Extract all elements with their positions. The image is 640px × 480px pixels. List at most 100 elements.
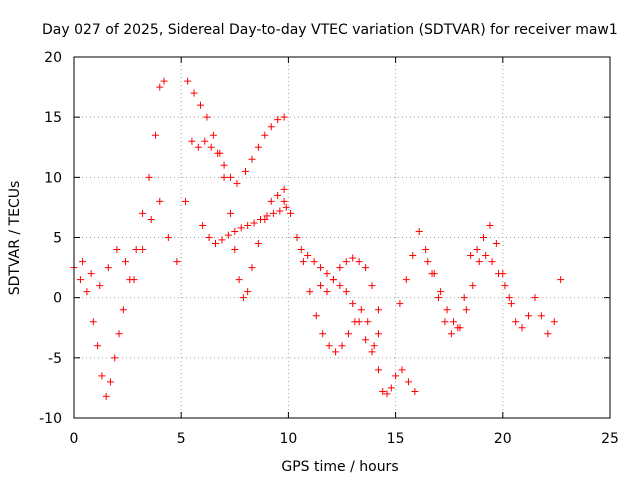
data-point	[94, 342, 102, 350]
data-point	[173, 258, 181, 266]
data-point	[254, 143, 262, 151]
data-point	[312, 312, 320, 320]
data-point	[409, 252, 417, 260]
data-point	[207, 143, 215, 151]
data-point	[139, 246, 147, 254]
data-point	[220, 173, 228, 181]
data-point	[415, 227, 423, 235]
data-point	[304, 252, 312, 260]
data-point	[269, 209, 277, 217]
data-point	[422, 246, 430, 254]
data-point	[398, 366, 406, 374]
data-point	[531, 294, 539, 302]
chart-title: Day 027 of 2025, Sidereal Day-to-day VTE…	[42, 22, 618, 38]
y-tick-label: 5	[53, 231, 62, 247]
y-tick-label: -5	[48, 351, 62, 367]
data-point	[160, 77, 168, 85]
data-point	[323, 288, 331, 296]
data-point	[145, 173, 153, 181]
data-point	[344, 330, 352, 338]
data-point	[430, 270, 438, 278]
data-point	[437, 288, 445, 296]
series-trace-j	[424, 252, 515, 332]
data-point	[242, 167, 250, 175]
data-point	[263, 212, 271, 220]
data-marks	[70, 77, 565, 400]
data-point	[338, 342, 346, 350]
series-trace-g	[297, 246, 382, 356]
data-point	[164, 234, 172, 241]
x-axis-label: GPS time / hours	[281, 459, 398, 475]
data-point	[460, 294, 468, 302]
data-point	[317, 264, 325, 272]
data-point	[456, 324, 464, 332]
data-point	[119, 306, 127, 314]
data-point	[325, 342, 333, 350]
x-tick-label: 25	[601, 431, 619, 447]
data-point	[374, 306, 382, 314]
data-point	[310, 258, 318, 266]
y-tick-label: -10	[39, 411, 62, 427]
y-axis-label: SDTVAR / TECUs	[7, 181, 23, 296]
data-point	[355, 318, 363, 326]
data-point	[469, 282, 477, 290]
data-point	[342, 288, 350, 296]
data-point	[370, 342, 378, 350]
data-point	[201, 137, 209, 145]
data-point	[220, 161, 228, 169]
data-point	[212, 240, 220, 248]
data-point	[374, 366, 382, 374]
data-point	[181, 197, 189, 205]
data-point	[355, 258, 363, 266]
data-point	[184, 77, 192, 85]
data-point	[233, 179, 241, 187]
data-point	[147, 215, 155, 223]
series-trace-f	[280, 185, 419, 398]
data-point	[218, 236, 226, 244]
data-point	[299, 258, 307, 266]
data-point	[79, 258, 87, 266]
series-trace-i	[396, 221, 565, 338]
data-point	[323, 270, 331, 278]
series-trace-c	[184, 77, 288, 302]
x-tick-label: 0	[70, 431, 79, 447]
axis-ticks: 0 5 10 15 20 25 -10 -5 0 5 10 15 20	[39, 50, 619, 447]
data-point	[317, 282, 325, 290]
data-point	[227, 209, 235, 217]
data-point	[505, 294, 513, 302]
data-point	[121, 258, 129, 266]
data-point	[287, 209, 295, 217]
data-point	[488, 258, 496, 266]
data-point	[98, 372, 106, 380]
data-point	[209, 131, 217, 139]
data-point	[280, 185, 288, 193]
data-point	[231, 227, 239, 235]
data-point	[537, 312, 545, 320]
series-trace-e	[199, 203, 290, 248]
x-tick-label: 20	[494, 431, 512, 447]
data-point	[404, 378, 412, 386]
data-point	[336, 264, 344, 272]
data-point	[203, 113, 211, 121]
data-point	[374, 330, 382, 338]
data-point	[267, 123, 275, 131]
data-point	[349, 300, 357, 308]
data-point	[224, 231, 232, 239]
data-point	[507, 300, 515, 308]
data-point	[280, 113, 288, 121]
y-tick-label: 0	[53, 291, 62, 307]
data-point	[447, 330, 455, 338]
data-point	[293, 234, 301, 241]
data-point	[332, 348, 340, 356]
data-point	[231, 246, 239, 254]
data-point	[495, 270, 503, 278]
data-point	[512, 318, 520, 326]
data-point	[518, 324, 526, 332]
data-point	[329, 276, 337, 284]
grid-lines	[74, 57, 610, 418]
data-point	[362, 264, 370, 272]
data-point	[205, 234, 213, 241]
data-point	[368, 348, 376, 356]
data-point	[462, 306, 470, 314]
data-point	[239, 294, 247, 302]
